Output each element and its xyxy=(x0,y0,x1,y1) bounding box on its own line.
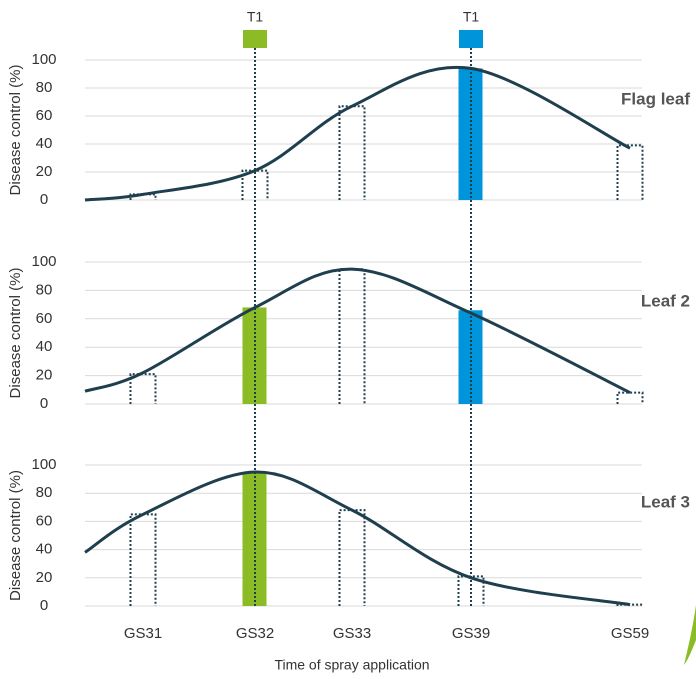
y-axis-label: Disease control (%) xyxy=(7,268,24,399)
panel-label: Leaf 2 xyxy=(641,291,690,310)
dotted-bar xyxy=(338,509,366,606)
panel-label: Leaf 3 xyxy=(641,492,690,511)
dotted-bar xyxy=(457,575,485,606)
y-tick-label: 100 xyxy=(31,51,56,68)
y-axis-label: Disease control (%) xyxy=(7,470,24,601)
timing-marker xyxy=(459,30,483,48)
spray-bar xyxy=(242,307,267,404)
spray-bar xyxy=(242,472,267,606)
dotted-bar xyxy=(129,513,157,606)
y-tick-label: 20 xyxy=(36,569,53,586)
y-tick-label: 80 xyxy=(36,79,53,96)
timing-label: T1 xyxy=(463,9,480,25)
panel-label: Flag leaf xyxy=(621,89,690,108)
y-tick-label: 0 xyxy=(40,191,48,208)
y-tick-label: 0 xyxy=(40,395,48,412)
curve xyxy=(84,267,631,394)
y-tick-label: 60 xyxy=(36,512,53,529)
curve xyxy=(84,470,631,607)
y-tick-label: 20 xyxy=(36,163,53,180)
dotted-bar xyxy=(338,105,366,200)
spray-bar xyxy=(458,68,483,201)
x-tick-label: GS33 xyxy=(333,625,371,642)
y-tick-label: 40 xyxy=(36,541,53,558)
dotted-bar xyxy=(129,373,157,404)
y-tick-label: 0 xyxy=(40,597,48,614)
y-tick-label: 40 xyxy=(36,338,53,355)
y-tick-label: 100 xyxy=(31,253,56,270)
dotted-bar xyxy=(129,193,157,200)
timing-marker xyxy=(243,30,267,48)
y-tick-label: 80 xyxy=(36,484,53,501)
x-axis-label: Time of spray application xyxy=(274,657,429,673)
dotted-bar xyxy=(616,144,644,200)
y-tick-label: 100 xyxy=(31,456,56,473)
x-tick-label: GS39 xyxy=(452,625,490,642)
y-tick-label: 60 xyxy=(36,310,53,327)
dotted-bar xyxy=(338,268,366,404)
dotted-bar xyxy=(616,391,644,404)
leaf-decoration xyxy=(684,605,696,665)
y-tick-label: 20 xyxy=(36,367,53,384)
y-tick-label: 80 xyxy=(36,281,53,298)
y-axis-label: Disease control (%) xyxy=(7,65,24,196)
timing-label: T1 xyxy=(247,9,264,25)
x-tick-label: GS31 xyxy=(124,625,162,642)
curve xyxy=(84,65,631,202)
y-tick-label: 40 xyxy=(36,135,53,152)
x-tick-label: GS59 xyxy=(611,625,649,642)
x-tick-label: GS32 xyxy=(236,625,274,642)
y-tick-label: 60 xyxy=(36,107,53,124)
